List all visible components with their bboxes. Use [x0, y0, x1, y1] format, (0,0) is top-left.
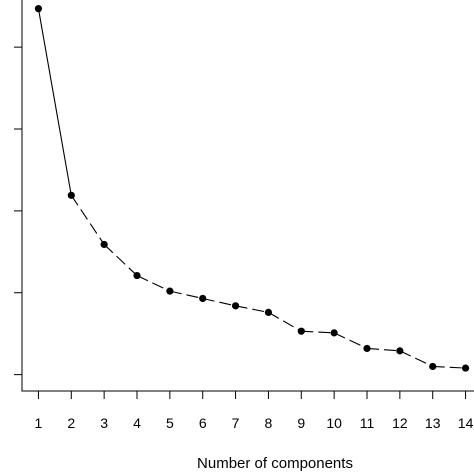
- x-tick-label-9: 9: [297, 415, 305, 431]
- series-segment-5: [169, 290, 203, 300]
- series-segment-11: [366, 347, 400, 352]
- data-point-10: [330, 329, 338, 337]
- series-segment-9: [301, 330, 335, 334]
- x-tick-label-12: 12: [392, 415, 408, 431]
- x-axis-title: Number of components: [197, 455, 353, 472]
- series-segment-12: [399, 350, 433, 367]
- data-point-9: [297, 327, 305, 335]
- data-point-13: [429, 362, 437, 371]
- x-tick-label-2: 2: [67, 415, 75, 431]
- x-tick-label-10: 10: [326, 415, 342, 431]
- x-tick-label-4: 4: [133, 415, 141, 431]
- x-tick-label-6: 6: [199, 415, 207, 431]
- data-point-12: [396, 347, 404, 355]
- y-axis: [14, 46, 22, 376]
- series-segment-10: [333, 332, 368, 349]
- x-tick-label-7: 7: [232, 415, 240, 431]
- plot-frame: [21, 0, 474, 392]
- series-segment-13: [432, 365, 466, 369]
- data-point-8: [264, 308, 273, 316]
- data-point-4: [133, 271, 141, 280]
- series-segment-7: [235, 305, 269, 313]
- series-segment-8: [268, 311, 302, 332]
- series-segment-3: [103, 244, 138, 276]
- x-tick-label-14: 14: [458, 415, 474, 431]
- data-point-1: [34, 5, 43, 13]
- series-segment-2: [70, 195, 105, 245]
- data-point-11: [363, 344, 371, 353]
- series-layer: [34, 5, 470, 372]
- data-point-14: [461, 364, 470, 372]
- x-tick-label-1: 1: [35, 415, 43, 431]
- data-point-6: [199, 294, 207, 303]
- x-axis: 1 2 3 4 5 6 7 8 9 10 11 12 13 14: [35, 391, 474, 431]
- x-tick-label-13: 13: [425, 415, 441, 431]
- data-point-3: [100, 240, 108, 249]
- data-point-7: [231, 302, 240, 310]
- series-segment-1: [37, 8, 72, 196]
- x-tick-label-5: 5: [166, 415, 174, 431]
- data-point-5: [166, 287, 174, 295]
- series-segment-4: [136, 275, 171, 292]
- series-segment-6: [202, 297, 236, 307]
- x-tick-label-3: 3: [100, 415, 108, 431]
- x-tick-label-11: 11: [360, 415, 375, 431]
- x-tick-label-8: 8: [265, 415, 273, 431]
- data-point-2: [67, 191, 75, 199]
